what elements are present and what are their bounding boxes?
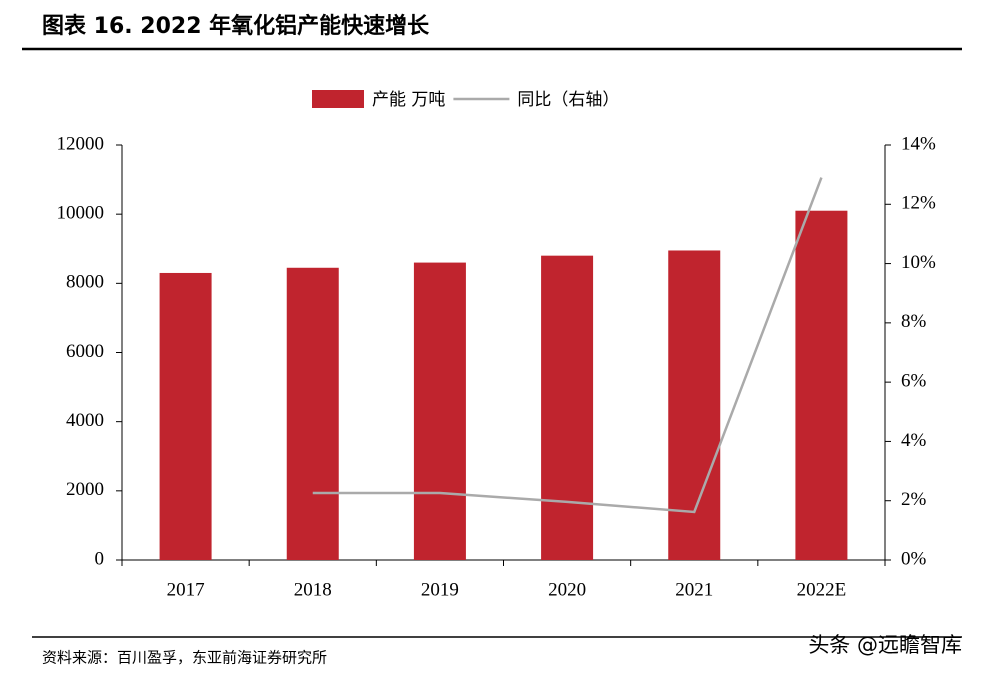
legend-label: 同比（右轴） [517, 90, 619, 110]
y-tick-label: 4000 [66, 410, 104, 431]
y-tick-label: 0 [95, 548, 105, 569]
x-tick-label: 2022E [797, 579, 847, 600]
chart-title: 图表 16. 2022 年氧化铝产能快速增长 [42, 13, 430, 39]
y-tick-label: 10000 [57, 203, 105, 224]
y2-tick-label: 6% [901, 371, 927, 392]
y-tick-label: 6000 [66, 341, 104, 362]
bar [286, 267, 339, 560]
source-note: 资料来源：百川盈孚，东亚前海证券研究所 [42, 649, 327, 667]
x-tick-label: 2018 [294, 579, 332, 600]
y-tick-label: 12000 [57, 133, 105, 154]
y2-tick-label: 10% [901, 252, 936, 273]
y2-tick-label: 8% [901, 311, 927, 332]
y2-tick-label: 4% [901, 430, 927, 451]
x-tick-label: 2019 [421, 579, 459, 600]
legend-label: 产能 万吨 [372, 90, 445, 110]
legend-swatch [312, 90, 364, 108]
watermark: 头条 @远瞻智库 [808, 633, 962, 657]
y-tick-label: 8000 [66, 272, 104, 293]
bar [795, 210, 848, 561]
bar [413, 262, 466, 560]
bar [159, 272, 212, 560]
y2-tick-label: 0% [901, 548, 927, 569]
y-tick-label: 2000 [66, 479, 104, 500]
bar [668, 250, 721, 560]
x-tick-label: 2020 [548, 579, 586, 600]
x-tick-label: 2021 [675, 579, 713, 600]
bar [541, 255, 594, 560]
x-tick-label: 2017 [167, 579, 205, 600]
line [312, 177, 823, 514]
y2-tick-label: 12% [901, 193, 936, 214]
y2-tick-label: 14% [901, 133, 936, 154]
y2-tick-label: 2% [901, 489, 927, 510]
